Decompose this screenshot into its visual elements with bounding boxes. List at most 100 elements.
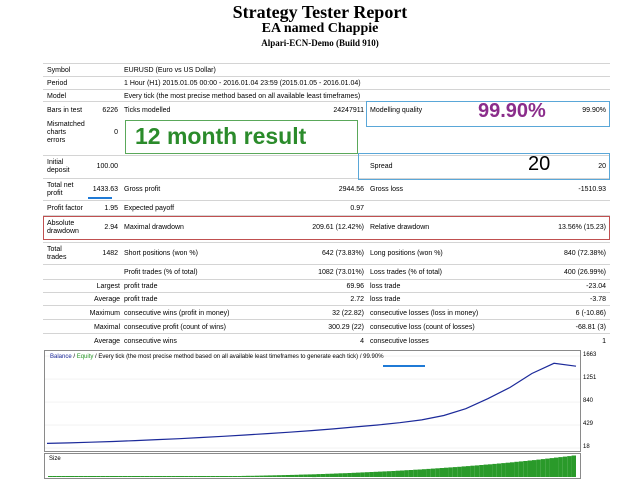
size-bar	[386, 471, 392, 477]
size-bar	[263, 475, 268, 477]
balance-chart-svg	[44, 350, 581, 479]
row-separator	[43, 242, 610, 243]
abs-drawdown-value: 2.94	[104, 224, 118, 231]
size-bar	[171, 476, 176, 477]
size-bar	[48, 476, 53, 477]
size-bar	[408, 470, 414, 477]
maximal-profit-label: consecutive profit (count of wins)	[124, 324, 226, 331]
size-bar	[496, 463, 502, 477]
row-separator	[43, 200, 610, 201]
size-bar	[404, 470, 409, 477]
average-profit-label: profit trade	[124, 296, 158, 303]
size-bar	[246, 475, 251, 477]
size-bar	[224, 476, 229, 477]
expected-payoff-value: 0.97	[350, 205, 364, 212]
y-tick-label: 1663	[583, 352, 597, 358]
row-separator	[43, 319, 610, 320]
row-separator	[43, 333, 610, 334]
size-bar	[74, 476, 79, 477]
size-bar	[356, 472, 361, 477]
avg-cons-wins-label: consecutive wins	[124, 338, 177, 345]
ea-name: EA named Chappie	[261, 21, 379, 36]
size-bar	[268, 475, 273, 477]
size-bar	[202, 476, 207, 477]
size-bar	[558, 457, 563, 477]
profit-trades-label: Profit trades (% of total)	[124, 269, 198, 276]
size-bar	[505, 462, 510, 477]
net-profit-label: profit	[47, 190, 63, 197]
report-title: Strategy Tester Report	[232, 2, 408, 22]
size-bar	[307, 474, 312, 477]
size-bar	[206, 476, 211, 477]
max-drawdown-label: Maximal drawdown	[124, 224, 184, 231]
size-bar	[175, 476, 180, 477]
size-bar	[114, 476, 119, 477]
size-bar	[501, 463, 506, 477]
gross-profit-label: Gross profit	[124, 186, 161, 193]
size-bar	[153, 476, 158, 477]
size-bar	[254, 475, 260, 477]
size-bar	[259, 475, 264, 477]
largest-label: Largest	[96, 283, 120, 290]
size-bar	[78, 476, 84, 477]
size-bar	[342, 473, 348, 477]
size-bar	[329, 473, 334, 477]
row-separator	[43, 76, 610, 77]
size-bar	[444, 467, 449, 477]
maximum-label: Maximum	[89, 310, 120, 317]
row-separator	[43, 305, 610, 306]
average-profit-value: 2.72	[350, 296, 364, 303]
size-bar	[510, 462, 515, 477]
size-bar	[417, 469, 422, 477]
size-bar	[136, 476, 141, 477]
size-bar	[193, 476, 198, 477]
size-bar	[413, 469, 418, 477]
period-label: Period	[47, 80, 68, 87]
size-bar	[369, 472, 374, 477]
max-cons-losses-label: consecutive losses (loss in money)	[370, 310, 479, 317]
rel-drawdown-label: Relative drawdown	[370, 224, 430, 231]
max-cons-losses-value: 6 (-10.86)	[575, 310, 606, 317]
quality-label: Modelling quality	[370, 107, 423, 114]
row-separator	[43, 101, 610, 102]
loss-trades-value: 400 (26.99%)	[563, 269, 606, 276]
size-bar	[483, 464, 488, 477]
maximal-profit-value: 300.29 (22)	[328, 324, 364, 331]
size-bar	[488, 464, 493, 477]
expected-payoff-label: Expected payoff	[124, 205, 175, 212]
deposit-label: Initial	[47, 159, 64, 166]
size-bar	[56, 476, 62, 477]
bars-value: 6226	[102, 107, 118, 114]
profit-factor-label: Profit factor	[47, 205, 83, 212]
size-bar	[61, 476, 66, 477]
maximal-label: Maximal	[93, 324, 120, 331]
profit-factor-value: 1.95	[104, 205, 118, 212]
size-bar	[378, 471, 383, 477]
legend-underline	[383, 365, 425, 367]
size-bar	[228, 476, 233, 477]
average-loss-value: -3.78	[590, 296, 606, 303]
size-bar	[285, 475, 290, 477]
size-bar	[232, 476, 238, 477]
largest-profit-label: profit trade	[124, 283, 158, 290]
ticks-value: 24247911	[333, 107, 364, 114]
avg-cons-wins-value: 4	[360, 338, 364, 345]
model-value: Every tick (the most precise method base…	[124, 93, 361, 100]
profit-trades-value: 1082 (73.01%)	[318, 269, 364, 276]
size-bar	[197, 476, 202, 477]
size-bar	[382, 471, 387, 477]
size-bar	[439, 468, 444, 477]
y-tick-label: 1251	[583, 375, 597, 382]
size-bar	[536, 459, 541, 477]
size-bar	[474, 465, 480, 477]
short-positions-label: Short positions (won %)	[124, 250, 198, 257]
total-trades-value: 1482	[102, 250, 118, 257]
size-bar	[298, 474, 304, 477]
size-bar	[184, 476, 189, 477]
largest-loss-label: loss trade	[370, 283, 401, 290]
max-cons-wins-label: consecutive wins (profit in money)	[124, 310, 230, 317]
row-separator	[43, 292, 610, 293]
legend-description: / Every tick (the most precise method ba…	[93, 354, 384, 360]
size-bar	[518, 461, 524, 477]
model-label: Model	[47, 93, 67, 100]
